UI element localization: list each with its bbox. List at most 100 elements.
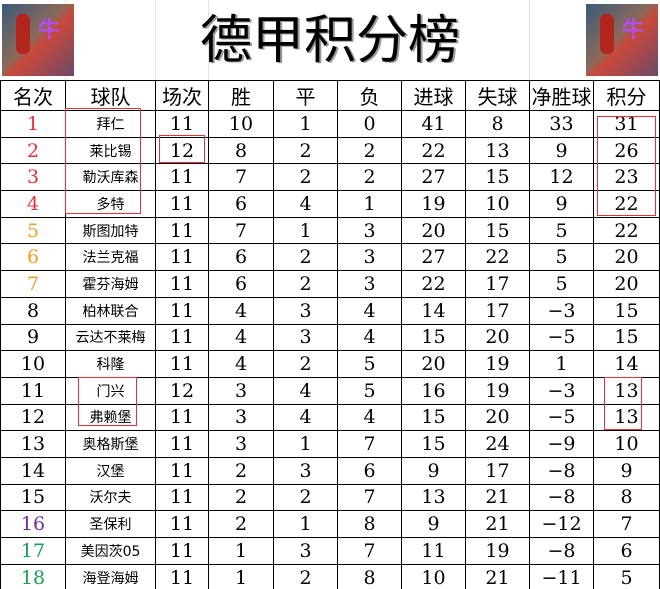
cell-rank: 7 xyxy=(0,270,66,298)
cell-goals-against: 20 xyxy=(465,403,530,432)
cell-goals-against: 15 xyxy=(465,163,530,192)
cell-drawn: 4 xyxy=(273,403,338,432)
cell-won: 2 xyxy=(208,510,274,538)
cell-goals-against: 19 xyxy=(465,537,530,565)
highlight-box-top4-points xyxy=(597,116,656,216)
cell-goals-for: 13 xyxy=(401,483,466,512)
cell-goals-against: 21 xyxy=(465,563,530,589)
cell-team: 弗赖堡 xyxy=(65,403,156,432)
table-row: 1 拜仁 11 10 1 0 41 8 33 31 xyxy=(0,110,660,138)
cell-goals-against: 20 xyxy=(465,323,530,352)
cell-goals-against: 21 xyxy=(465,510,530,538)
cell-team: 法兰克福 xyxy=(65,243,156,272)
cell-played: 11 xyxy=(155,430,209,458)
cell-points: 14 xyxy=(593,350,660,378)
cell-lost: 5 xyxy=(337,350,402,378)
cell-goals-against: 21 xyxy=(465,483,530,512)
cell-goal-diff: 5 xyxy=(529,270,594,298)
cell-played: 12 xyxy=(155,376,209,405)
cell-drawn: 3 xyxy=(273,296,338,325)
cell-points: 20 xyxy=(593,243,660,272)
cell-team: 科隆 xyxy=(65,350,156,378)
highlight-box-top4-teams xyxy=(65,108,141,214)
cell-drawn: 3 xyxy=(273,537,338,565)
table-row: 3 勒沃库森 11 7 2 2 27 15 12 23 xyxy=(0,163,660,192)
cell-drawn: 2 xyxy=(273,563,338,589)
cell-goal-diff: −11 xyxy=(529,563,594,589)
cell-goals-against: 17 xyxy=(465,296,530,325)
standings-table: 名次 球队 场次胜平负进球 失球 净胜球 积分 1 拜仁 11 10 1 0 41 8 33 31 2 莱比锡 1… xyxy=(0,80,660,589)
cell-goals-for: 22 xyxy=(401,136,466,165)
cell-team: 奥格斯堡 xyxy=(65,430,156,458)
cell-played: 11 xyxy=(155,243,209,272)
cell-goal-diff: −5 xyxy=(529,323,594,352)
cell-team: 沃尔夫 xyxy=(65,483,156,512)
cell-points: 8 xyxy=(593,483,660,512)
cell-lost: 6 xyxy=(337,456,402,485)
header-points: 积分 xyxy=(593,80,660,111)
cell-goals-for: 20 xyxy=(401,350,466,378)
cell-drawn: 1 xyxy=(273,510,338,538)
cell-goal-diff: 9 xyxy=(529,136,594,165)
cell-goal-diff: −8 xyxy=(529,483,594,512)
header-goals-against: 失球 xyxy=(465,80,530,111)
cell-won: 3 xyxy=(208,376,274,405)
cell-goals-for: 41 xyxy=(401,110,466,138)
cell-lost: 7 xyxy=(337,537,402,565)
cell-goals-against: 10 xyxy=(465,190,530,218)
cell-rank: 8 xyxy=(0,296,66,325)
cell-goals-for: 22 xyxy=(401,270,466,298)
cell-drawn: 3 xyxy=(273,456,338,485)
cell-team: 柏林联合 xyxy=(65,296,156,325)
cell-played: 11 xyxy=(155,510,209,538)
cell-drawn: 3 xyxy=(273,323,338,352)
cell-lost: 2 xyxy=(337,163,402,192)
cell-goal-diff: −8 xyxy=(529,456,594,485)
cell-points: 22 xyxy=(593,216,660,245)
cell-played: 11 xyxy=(155,270,209,298)
header-lost: 负 xyxy=(337,80,402,111)
table-row: 8 柏林联合 11 4 3 4 14 17 −3 15 xyxy=(0,296,660,325)
cell-goal-diff: 9 xyxy=(529,190,594,218)
cell-goals-against: 17 xyxy=(465,270,530,298)
table-row: 7 霍芬海姆 11 6 2 3 22 17 5 20 xyxy=(0,270,660,298)
cell-played: 11 xyxy=(155,190,209,218)
cell-rank: 2 xyxy=(0,136,66,165)
cell-rank: 17 xyxy=(0,537,66,565)
cell-drawn: 2 xyxy=(273,270,338,298)
cell-played: 11 xyxy=(155,296,209,325)
table-row: 15 沃尔夫 11 2 2 7 13 21 −8 8 xyxy=(0,483,660,512)
cell-won: 10 xyxy=(208,110,274,138)
cell-goals-for: 9 xyxy=(401,510,466,538)
cell-goals-against: 24 xyxy=(465,430,530,458)
cell-team: 海登海姆 xyxy=(65,563,156,589)
cell-points: 20 xyxy=(593,270,660,298)
cell-played: 11 xyxy=(155,163,209,192)
cell-won: 6 xyxy=(208,270,274,298)
header-goals-for: 进球 xyxy=(401,80,466,111)
cell-points: 6 xyxy=(593,537,660,565)
cell-goals-for: 10 xyxy=(401,563,466,589)
page-title: 德甲积分榜 xyxy=(199,11,460,71)
cell-lost: 3 xyxy=(337,216,402,245)
cell-goal-diff: 5 xyxy=(529,243,594,272)
cell-lost: 7 xyxy=(337,430,402,458)
cell-points: 23 xyxy=(593,163,660,192)
header-rank: 名次 xyxy=(0,80,66,111)
cell-goals-against: 8 xyxy=(465,110,530,138)
cell-goals-against: 13 xyxy=(465,136,530,165)
table-row: 18 海登海姆 11 1 2 8 10 21 −11 5 xyxy=(0,563,660,589)
cell-team: 云达不莱梅 xyxy=(65,323,156,352)
cell-played: 11 xyxy=(155,403,209,432)
cell-played: 11 xyxy=(155,350,209,378)
cell-goals-for: 14 xyxy=(401,296,466,325)
cell-lost: 4 xyxy=(337,296,402,325)
cell-goal-diff: −3 xyxy=(529,376,594,405)
cell-points: 15 xyxy=(593,296,660,325)
cell-won: 6 xyxy=(208,190,274,218)
cell-rank: 13 xyxy=(0,430,66,458)
cell-drawn: 1 xyxy=(273,216,338,245)
cell-lost: 8 xyxy=(337,563,402,589)
cell-team: 汉堡 xyxy=(65,456,156,485)
cell-goals-for: 19 xyxy=(401,190,466,218)
